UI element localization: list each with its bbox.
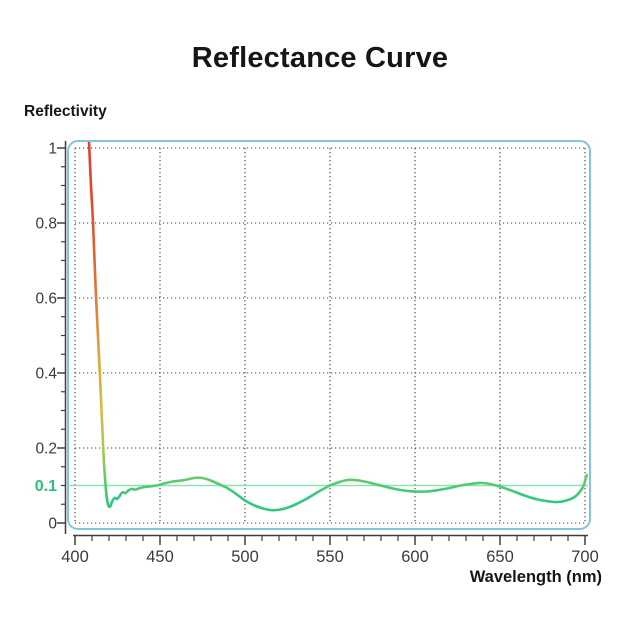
plot-frame <box>67 140 591 530</box>
y-axis-title: Reflectivity <box>24 103 107 120</box>
reflectance-curve <box>87 142 588 512</box>
x-tick-label-600: 600 <box>401 548 429 566</box>
y-tick-label-1: 1 <box>48 141 57 158</box>
reference-tick-label: 0.1 <box>35 478 57 495</box>
x-tick-label-400: 400 <box>61 548 89 566</box>
x-tick-label-500: 500 <box>231 548 259 566</box>
x-tick-label-650: 650 <box>486 548 514 566</box>
y-tick-label-0: 0 <box>48 516 57 533</box>
y-tick-label-0.6: 0.6 <box>35 291 57 308</box>
x-tick-label-700: 700 <box>571 548 599 566</box>
grid-lines <box>74 147 586 524</box>
x-axis-title: Wavelength (nm) <box>469 568 602 586</box>
y-tick-label-0.4: 0.4 <box>35 366 57 383</box>
chart-title: Reflectance Curve <box>191 42 449 74</box>
x-tick-label-450: 450 <box>146 548 174 566</box>
y-tick-label-0.2: 0.2 <box>35 441 57 458</box>
axes <box>57 141 588 545</box>
x-tick-label-550: 550 <box>316 548 344 566</box>
y-tick-label-0.8: 0.8 <box>35 216 57 233</box>
